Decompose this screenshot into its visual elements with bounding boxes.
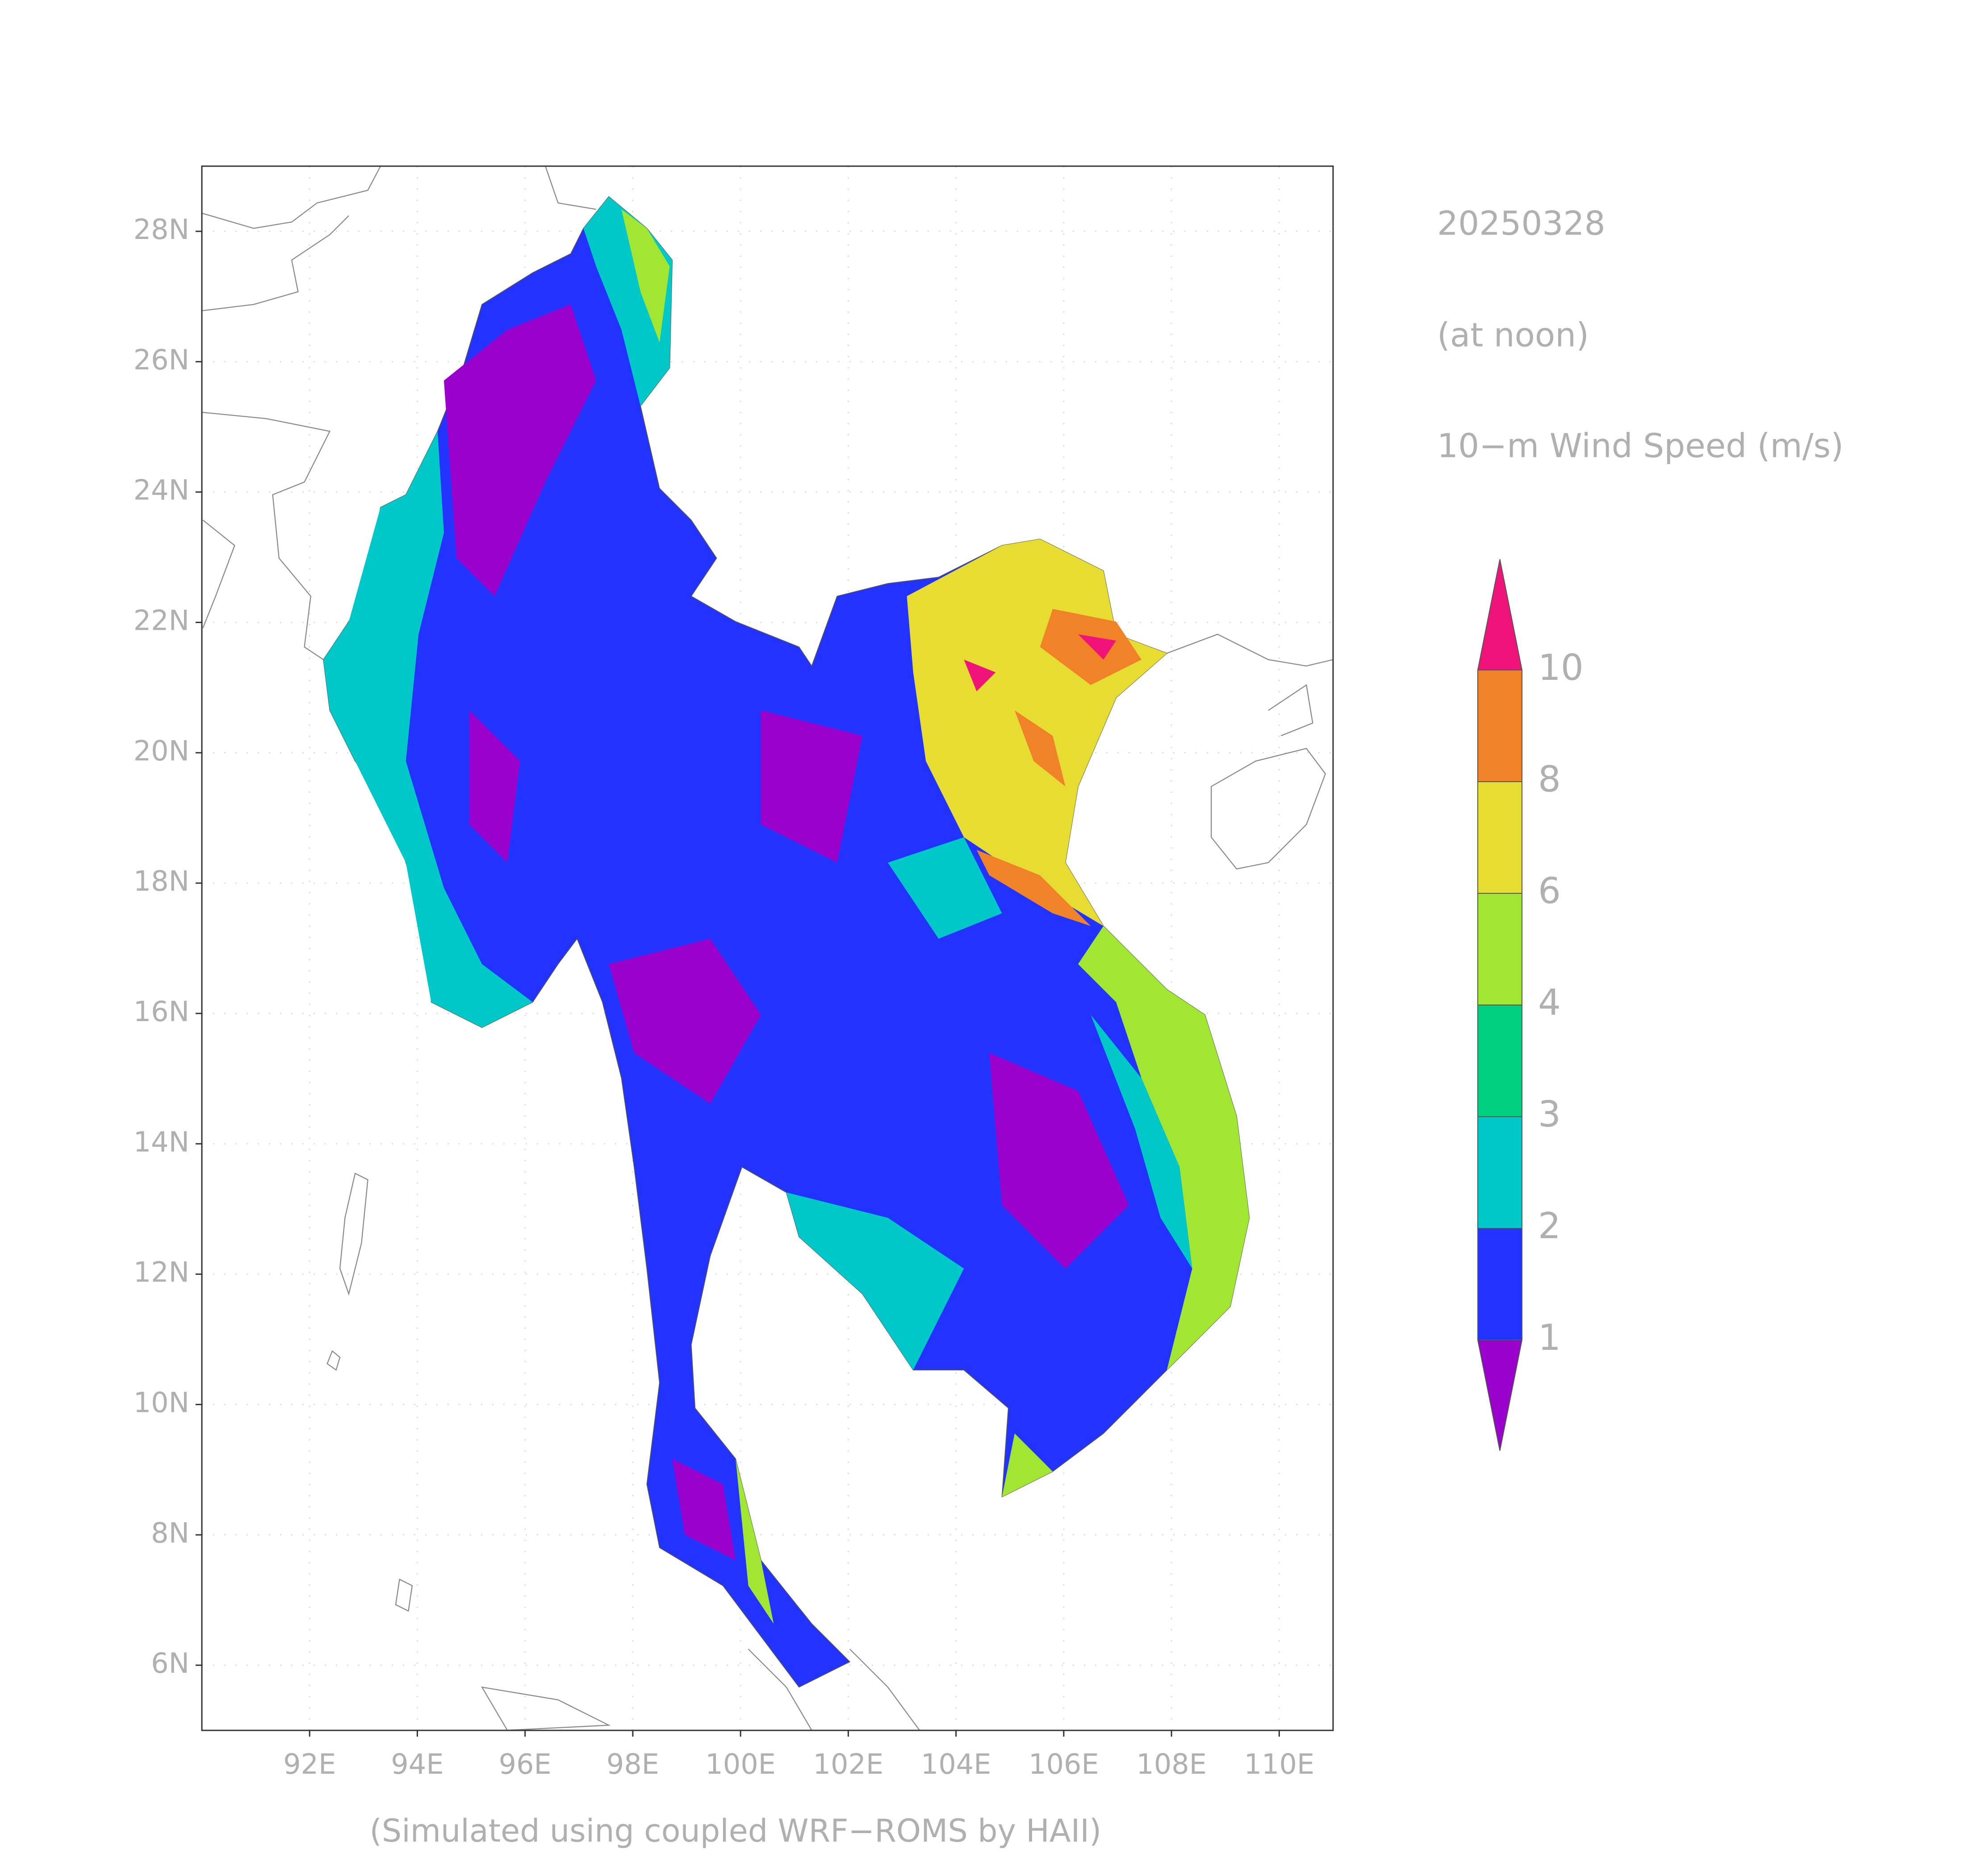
field-patch — [976, 609, 1142, 926]
field-patch — [736, 1433, 1053, 1624]
y-tick-label: 10N — [134, 1386, 189, 1419]
x-tick-label: 106E — [1028, 1748, 1099, 1780]
colorbar-box — [1477, 781, 1522, 894]
y-tick-label: 14N — [134, 1126, 189, 1158]
field-patch — [621, 209, 670, 343]
time-label: (at noon) — [1437, 316, 1589, 355]
x-tick-label: 104E — [921, 1748, 991, 1780]
x-tick-label: 108E — [1136, 1748, 1207, 1780]
colorbar-box — [1477, 1005, 1522, 1117]
coastline — [201, 166, 1334, 737]
y-tick-label: 18N — [134, 865, 189, 897]
x-tick-label: 100E — [705, 1748, 776, 1780]
colorbar-over — [1477, 559, 1523, 670]
colorbar-box — [1477, 1116, 1522, 1229]
x-tick-label: 110E — [1244, 1748, 1315, 1780]
colorbar-label: 6 — [1538, 870, 1561, 912]
y-tick-label: 22N — [134, 604, 189, 637]
colorbar-label: 4 — [1538, 982, 1561, 1023]
field-patch — [888, 837, 1002, 939]
y-tick-label: 26N — [134, 343, 189, 376]
field-patch — [323, 431, 533, 1028]
colorbar-box — [1477, 893, 1522, 1005]
x-tick-label: 96E — [499, 1748, 552, 1780]
footer: (Simulated using coupled WRF−ROMS by HAI… — [370, 1813, 1102, 1849]
date-label: 20250328 — [1437, 205, 1605, 243]
colorbar-label: 1 — [1538, 1317, 1561, 1358]
y-tick-label: 6N — [151, 1647, 189, 1679]
x-tick-label: 98E — [606, 1748, 659, 1780]
map-frame — [201, 165, 1334, 1731]
colorbar-box — [1477, 1228, 1522, 1340]
colorbar-label: 3 — [1538, 1093, 1561, 1135]
field-patch — [1078, 926, 1250, 1370]
y-tick-label: 8N — [151, 1516, 189, 1549]
x-tick-label: 102E — [813, 1748, 884, 1780]
islands-outline — [326, 1172, 920, 1731]
x-tick-label: 92E — [283, 1748, 336, 1780]
y-tick-label: 12N — [134, 1256, 189, 1289]
field-patch — [964, 634, 1116, 691]
colorbar-label: 8 — [1538, 758, 1561, 800]
y-tick-label: 16N — [134, 995, 189, 1028]
y-tick-label: 20N — [134, 734, 189, 767]
colorbar-box — [1477, 670, 1522, 782]
colorbar-label: 2 — [1538, 1205, 1561, 1247]
land-field — [201, 166, 1334, 1731]
y-tick-label: 24N — [134, 474, 189, 507]
field-patch — [786, 1192, 964, 1370]
y-tick-label: 28N — [134, 213, 189, 246]
hainan-outline — [1211, 748, 1326, 870]
colorbar-label: 10 — [1538, 647, 1584, 688]
field-patch — [1091, 1015, 1192, 1269]
field-patch — [444, 304, 1129, 1561]
x-tick-label: 94E — [391, 1748, 443, 1780]
variable-label: 10−m Wind Speed (m/s) — [1437, 427, 1844, 465]
